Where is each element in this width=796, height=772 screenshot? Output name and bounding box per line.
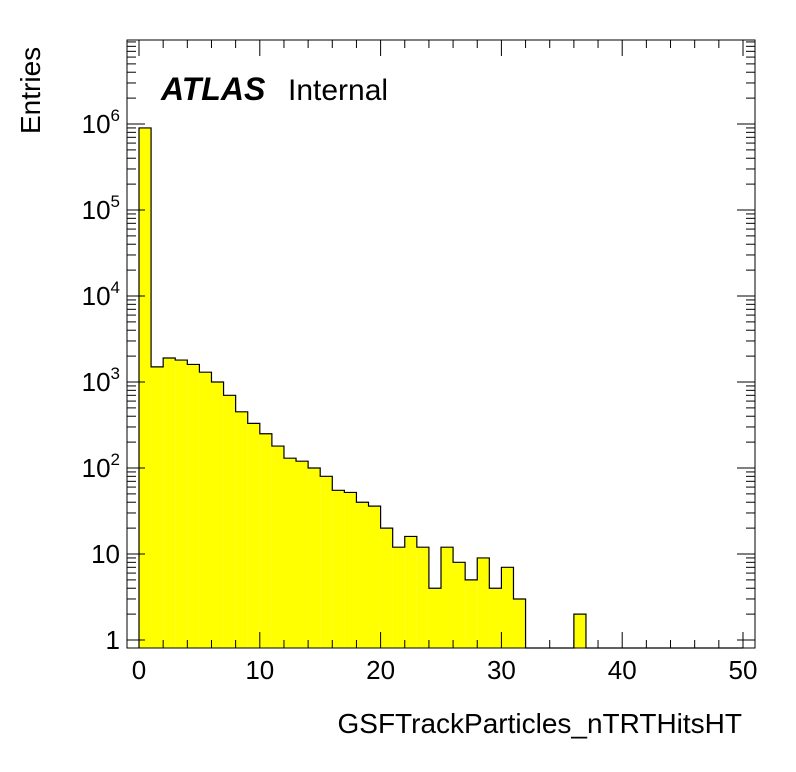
histogram-bar — [175, 360, 188, 648]
histogram-bar — [477, 557, 490, 648]
histogram-bar — [308, 468, 321, 648]
tick-labels-layer: 0 10 20 30 40 50 1 10 102 103 104 105 106 — [82, 106, 758, 685]
histogram-bar — [344, 492, 357, 648]
atlas-label: ATLAS — [160, 71, 266, 107]
y-tick-label: 106 — [82, 106, 120, 139]
histogram-bar — [271, 446, 284, 648]
bars-layer — [139, 127, 586, 649]
y-tick-label: 104 — [82, 278, 120, 311]
histogram-bar — [441, 547, 454, 648]
internal-label: Internal — [288, 74, 388, 107]
histogram-bar — [573, 614, 586, 648]
histogram-bar — [513, 598, 526, 648]
histogram-bar — [139, 127, 152, 649]
histogram-bar — [296, 461, 309, 648]
histogram-bar — [465, 579, 478, 648]
y-tick-label: 10 — [91, 539, 120, 569]
y-tick-label: 102 — [82, 450, 120, 483]
histogram-bar — [283, 458, 297, 648]
histogram-bar — [187, 364, 200, 648]
x-tick-label: 10 — [245, 655, 274, 685]
x-tick-label: 20 — [366, 655, 395, 685]
histogram-bar — [163, 358, 176, 648]
histogram-bar — [259, 433, 272, 648]
histogram-bar — [235, 411, 248, 648]
x-tick-label: 30 — [487, 655, 516, 685]
histogram-bar — [151, 366, 164, 648]
histogram-bar — [428, 588, 441, 648]
histogram-outline — [138, 127, 743, 649]
histogram-bar — [489, 588, 502, 648]
histogram-bar — [392, 547, 405, 648]
outline-layer — [138, 127, 743, 649]
y-tick-label: 103 — [82, 364, 120, 397]
histogram-bar — [199, 372, 212, 648]
histogram-bar — [368, 506, 381, 648]
y-tick-label: 105 — [82, 192, 120, 225]
x-tick-label: 0 — [132, 655, 146, 685]
y-tick-label: 1 — [106, 625, 120, 655]
plot-frame — [126, 39, 756, 649]
histogram-bar — [223, 395, 236, 648]
x-tick-label: 50 — [729, 655, 758, 685]
x-axis-title: GSFTrackParticles_nTRTHitsHT — [338, 708, 743, 739]
histogram-bar — [247, 423, 260, 648]
ticks-layer — [127, 40, 755, 648]
histogram-bar — [320, 476, 333, 648]
histogram-bar — [404, 536, 417, 648]
histogram-bar — [380, 528, 393, 648]
histogram-bar — [453, 562, 466, 648]
x-tick-label: 40 — [608, 655, 637, 685]
histogram-bar — [416, 547, 429, 648]
histogram-bar — [501, 567, 514, 648]
histogram-bar — [332, 490, 345, 648]
histogram-bar — [356, 502, 369, 648]
y-axis-title: Entries — [15, 47, 46, 134]
histogram-bar — [211, 382, 224, 648]
